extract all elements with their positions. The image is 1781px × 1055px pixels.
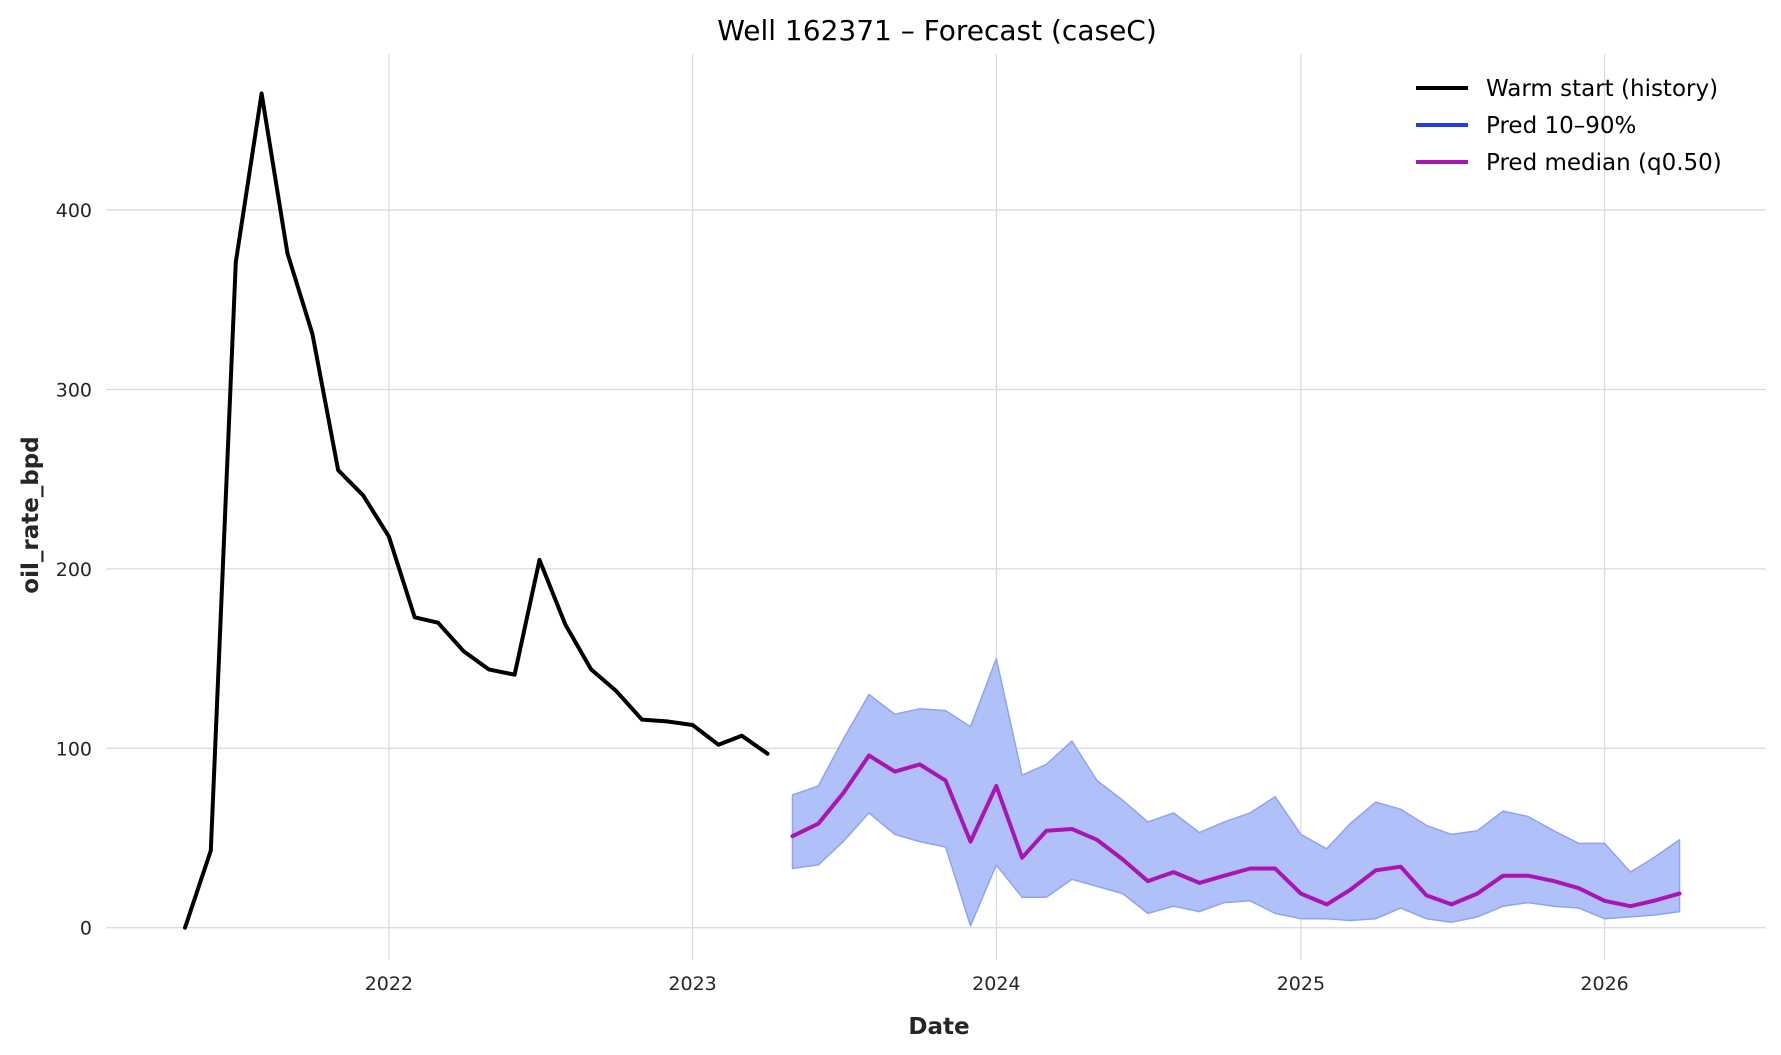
tick-labels: 2022 2023 2024 2025 2026 0 100 200 300 400	[56, 200, 1629, 995]
x-tick-label: 2024	[972, 973, 1020, 995]
y-tick-label: 200	[56, 559, 92, 581]
x-tick-label: 2025	[1277, 973, 1325, 995]
chart-title: Well 162371 – Forecast (caseC)	[717, 14, 1157, 47]
legend: Warm start (history) Pred 10–90% Pred medi…	[1416, 76, 1722, 176]
legend-label: Pred median (q0.50)	[1486, 150, 1722, 176]
y-axis-label: oil_rate_bpd	[18, 436, 44, 593]
y-tick-label: 300	[56, 379, 92, 401]
median-line	[790, 753, 1682, 909]
legend-label: Warm start (history)	[1486, 76, 1718, 102]
history-line	[183, 91, 770, 930]
series-lines-layer	[183, 91, 1682, 930]
x-tick-label: 2026	[1580, 973, 1628, 995]
prediction-band-10-90	[791, 657, 1681, 927]
x-axis-label: Date	[908, 1014, 969, 1040]
legend-label: Pred 10–90%	[1486, 113, 1636, 139]
y-tick-label: 100	[56, 738, 92, 760]
y-tick-label: 400	[56, 200, 92, 222]
prediction-band-layer	[791, 657, 1681, 927]
x-tick-label: 2022	[365, 973, 413, 995]
x-tick-label: 2023	[668, 973, 716, 995]
y-tick-label: 0	[80, 918, 92, 940]
